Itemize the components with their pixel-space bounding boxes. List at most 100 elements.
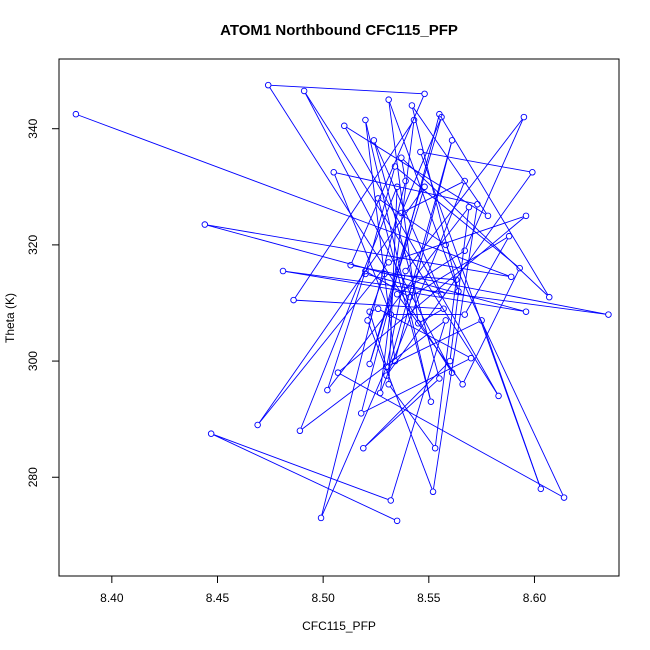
series-line-segment [386, 143, 452, 373]
series-line-segment [346, 127, 486, 215]
data-point [370, 137, 378, 144]
data-point [507, 273, 515, 281]
series-line-segment [433, 207, 478, 489]
data-point [410, 116, 418, 124]
data-point [254, 421, 261, 429]
data-point [440, 305, 447, 313]
data-point [296, 427, 304, 435]
series-line-segment [368, 276, 384, 318]
series-line-segment [365, 122, 431, 399]
series-line-segment [345, 128, 498, 394]
data-point [421, 183, 428, 191]
series-line-segment [380, 183, 465, 391]
data-point [516, 264, 523, 272]
data-point [438, 291, 445, 298]
data-point [522, 212, 530, 220]
data-point [364, 317, 371, 324]
series-line-segment [378, 201, 431, 399]
series-line-segment [380, 309, 469, 358]
series-line-segment [259, 264, 388, 423]
x-tick-label: 8.45 [206, 591, 230, 605]
x-tick-label: 8.50 [311, 591, 335, 605]
series-line-segment [395, 143, 452, 359]
data-point [461, 247, 468, 254]
series-line-segment [435, 282, 457, 446]
data-point [398, 209, 405, 217]
x-tick-label: 8.55 [417, 591, 441, 605]
series-line-segment [391, 216, 524, 262]
series-line-segment [336, 172, 475, 205]
data-point [474, 200, 481, 208]
data-point [429, 488, 437, 496]
x-axis: 8.40 8.45 8.50 8.55 8.60 [100, 576, 546, 605]
data-point [461, 311, 468, 318]
data-point [391, 163, 399, 170]
data-point [414, 320, 422, 327]
series-line-segment [465, 238, 509, 313]
series-line-segment [420, 309, 442, 323]
series-line-segment [300, 189, 397, 429]
series-line-segment [368, 323, 433, 490]
data-point [546, 293, 553, 301]
data-point [461, 177, 468, 185]
x-axis-label: CFC115_PFP [302, 619, 376, 633]
x-tick-label: 8.40 [100, 591, 124, 605]
data-point [436, 375, 443, 382]
series-line-segment [368, 274, 439, 294]
data-point [383, 372, 390, 379]
series-line-segment [370, 314, 387, 365]
data-point [381, 270, 388, 278]
data-point [393, 183, 401, 191]
data-point [366, 360, 373, 368]
series-line-segment [482, 323, 541, 487]
series-line-segment [334, 174, 391, 312]
data-point [446, 357, 454, 365]
data-point [427, 398, 435, 405]
series-line-segment [387, 174, 531, 374]
series-line-segment [321, 183, 406, 516]
data-point [385, 96, 392, 103]
data-point [465, 203, 473, 211]
series-line-segment [401, 160, 406, 179]
data-point [391, 357, 399, 365]
y-tick-label: 300 [26, 351, 40, 371]
data-point [467, 354, 475, 362]
series-line-segment [367, 272, 408, 297]
data-point [402, 267, 409, 275]
series-line-segment [389, 321, 480, 366]
series-line-segment [446, 247, 564, 496]
data-point [436, 110, 443, 118]
data-point [334, 369, 342, 376]
data-point [560, 494, 568, 501]
data-point [431, 444, 439, 452]
data-point [421, 90, 428, 98]
series-line-segment [294, 122, 413, 298]
y-axis-label: Theta (K) [3, 293, 17, 343]
data-point [484, 212, 492, 220]
data-point [376, 389, 384, 397]
data-point [520, 113, 528, 121]
series-line-segment [440, 116, 549, 295]
series-line-segment [398, 296, 462, 383]
series-line-segment [463, 270, 519, 382]
data-point [330, 169, 337, 176]
y-axis: 280 300 320 340 [26, 118, 59, 487]
data-point [201, 221, 209, 228]
series-line-segment [391, 323, 446, 498]
series-line-segment [365, 380, 438, 447]
data-point [408, 102, 416, 109]
series-line-segment [374, 143, 440, 376]
data-point [448, 137, 456, 144]
series-line-segment [365, 362, 449, 447]
y-tick-label: 320 [26, 235, 40, 255]
data-point [387, 497, 395, 504]
data-point [362, 267, 369, 275]
x-tick-label: 8.60 [523, 591, 547, 605]
data-point [374, 195, 382, 202]
series-line-segment [302, 321, 444, 430]
series-line-segment [305, 93, 452, 371]
series-line-segment [365, 169, 395, 272]
data-point [478, 317, 485, 324]
data-point [362, 270, 369, 278]
